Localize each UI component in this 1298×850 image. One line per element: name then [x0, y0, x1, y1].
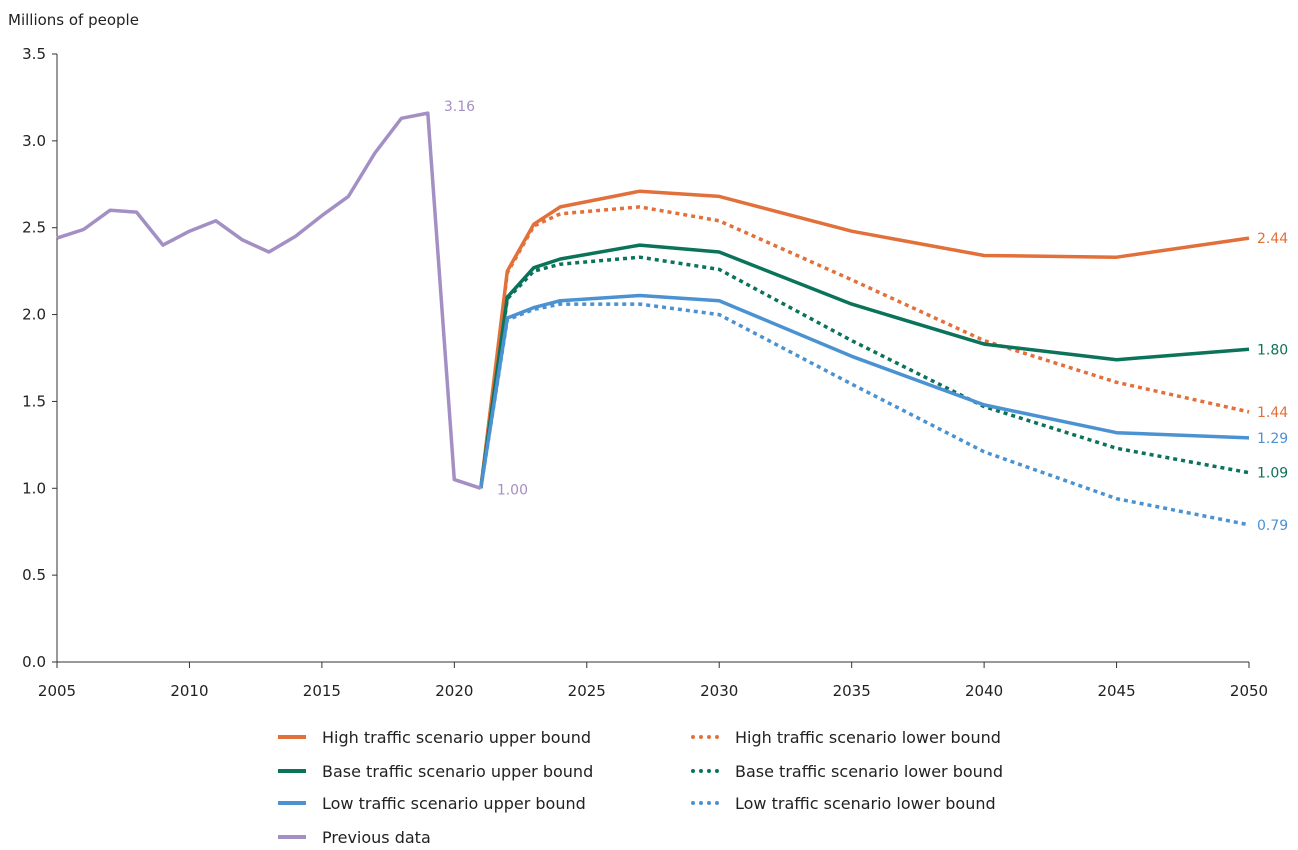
x-tick-label: 2030 [700, 682, 738, 700]
legend-item-high-lower: High traffic scenario lower bound [691, 724, 1001, 750]
data-label: 2.44 [1257, 231, 1288, 247]
y-tick-label: 1.5 [22, 392, 46, 410]
x-tick-label: 2025 [568, 682, 606, 700]
data-label: 1.29 [1257, 431, 1288, 447]
legend-label: Base traffic scenario lower bound [735, 761, 1004, 781]
data-labels: 3.16 1.00 2.44 1.80 1.44 1.29 1.09 0.79 [444, 99, 1288, 534]
data-label: 0.79 [1257, 518, 1288, 534]
legend-swatch [278, 735, 306, 739]
y-tick-label: 3.0 [22, 132, 46, 150]
legend-swatch [278, 835, 306, 839]
series-line-low-traffic-scenario-lower-bound [479, 302, 1250, 527]
legend-item-previous: Previous data [278, 824, 431, 850]
legend-label: Previous data [322, 827, 431, 847]
y-tick-label: 0.0 [22, 653, 46, 671]
legend-item-low-lower: Low traffic scenario lower bound [691, 790, 996, 816]
data-label: 1.44 [1257, 405, 1288, 421]
series-line-previous-data [56, 111, 482, 490]
legend-label: Low traffic scenario upper bound [322, 793, 586, 813]
legend-swatch [691, 769, 719, 773]
data-label: 1.80 [1257, 342, 1288, 358]
series-line-base-traffic-scenario-upper-bound [479, 243, 1250, 489]
data-label: 3.16 [444, 99, 475, 115]
y-tick-label: 0.5 [22, 566, 46, 584]
series-lines [56, 111, 1250, 527]
y-tick-label: 2.0 [22, 306, 46, 324]
y-tick-label: 1.0 [22, 479, 46, 497]
legend-item-base-upper: Base traffic scenario upper bound [278, 758, 593, 784]
data-label: 1.09 [1257, 466, 1288, 482]
legend-item-high-upper: High traffic scenario upper bound [278, 724, 591, 750]
data-label: 1.00 [497, 482, 528, 498]
legend-label: High traffic scenario upper bound [322, 727, 592, 747]
series-line-high-traffic-scenario-upper-bound [479, 189, 1250, 489]
series-line-high-traffic-scenario-lower-bound [479, 205, 1250, 489]
series-line-base-traffic-scenario-lower-bound [479, 255, 1250, 489]
x-tick-label: 2020 [435, 682, 473, 700]
y-tick-label: 2.5 [22, 219, 46, 237]
legend-label: High traffic scenario lower bound [735, 727, 1001, 747]
axes: 0.0 0.5 1.0 1.5 2.0 2.5 3.0 3.5 2005 2010 2015 2020… [22, 45, 1268, 700]
legend-swatch [691, 735, 719, 739]
legend-label: Base traffic scenario upper bound [322, 761, 594, 781]
x-tick-label: 2015 [303, 682, 341, 700]
legend-item-low-upper: Low traffic scenario upper bound [278, 790, 586, 816]
series-line-low-traffic-scenario-upper-bound [479, 293, 1250, 489]
x-tick-label: 2005 [38, 682, 76, 700]
x-tick-label: 2050 [1230, 682, 1268, 700]
x-tick-label: 2040 [965, 682, 1003, 700]
legend-swatch [278, 801, 306, 805]
x-tick-label: 2045 [1097, 682, 1135, 700]
legend-label: Low traffic scenario lower bound [735, 793, 996, 813]
x-tick-label: 2010 [170, 682, 208, 700]
y-axis-title: Millions of people [8, 11, 139, 29]
legend-swatch [278, 769, 306, 773]
legend-item-base-lower: Base traffic scenario lower bound [691, 758, 1003, 784]
legend-swatch [691, 801, 719, 805]
y-tick-label: 3.5 [22, 45, 46, 63]
x-tick-label: 2035 [833, 682, 871, 700]
